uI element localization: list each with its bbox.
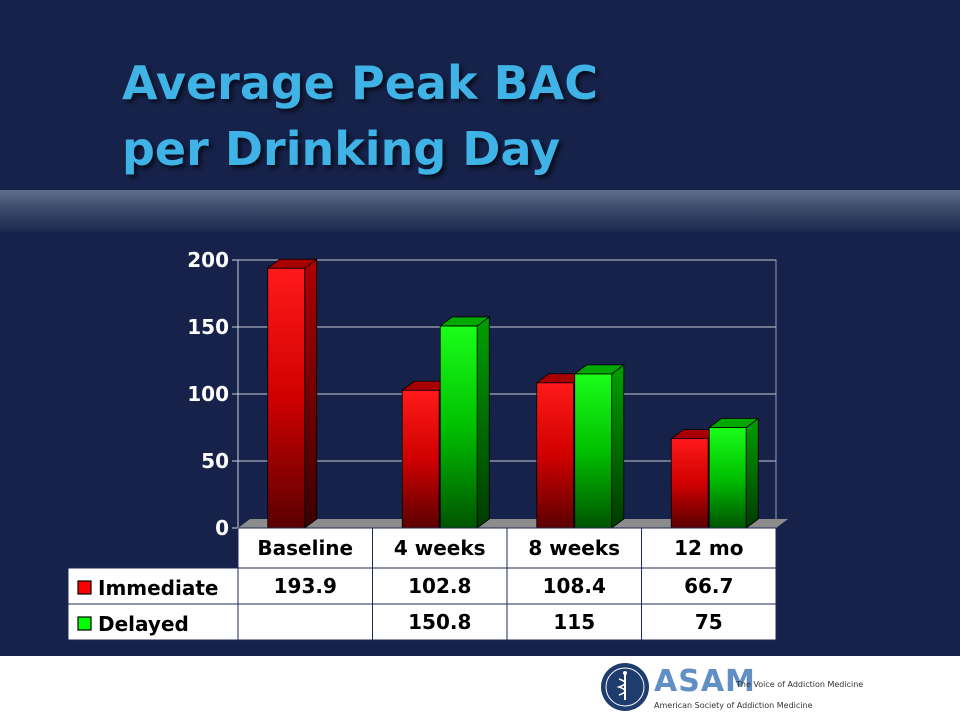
category-label: 12 mo [674, 536, 743, 560]
org-full-name: American Society of Addiction Medicine [654, 701, 813, 710]
y-tick-label: 100 [187, 382, 229, 406]
y-tick-label: 0 [215, 516, 229, 540]
bar-delayed-front [708, 427, 747, 529]
bars [266, 258, 760, 529]
bar-immediate-side [304, 258, 318, 529]
y-tick-label: 200 [187, 248, 229, 272]
bar-delayed [573, 364, 625, 529]
data-label: 150.8 [408, 610, 471, 634]
bar-delayed-top [573, 364, 625, 375]
bar-immediate-top [266, 258, 318, 269]
bar-delayed-top [708, 418, 760, 428]
org-tagline: The Voice of Addiction Medicine [736, 680, 864, 689]
data-label: 66.7 [684, 574, 733, 598]
legend-swatch-immediate [77, 580, 92, 595]
caduceus-seal-icon [601, 663, 649, 711]
y-axis: 0 50 100 150 200 [187, 248, 239, 540]
legend-label-delayed: Delayed [98, 612, 189, 636]
data-label: 75 [695, 610, 723, 634]
title-divider-band [0, 190, 960, 232]
bar-immediate [266, 258, 318, 529]
data-table: Baseline 4 weeks 8 weeks 12 mo Immediate 193.… [67, 527, 777, 641]
category-label: Baseline [257, 536, 353, 560]
slide-title-line-1: Average Peak BAC [122, 56, 598, 110]
org-abbreviation: ASAM [654, 664, 756, 699]
bar-delayed [439, 316, 491, 529]
y-tick-label: 50 [201, 449, 229, 473]
bar-immediate-front [401, 389, 440, 529]
bar-delayed-side [476, 316, 490, 529]
slide-title: Average Peak BAC per Drinking Day [122, 50, 598, 182]
legend-label-immediate: Immediate [98, 576, 218, 600]
y-tick-label: 150 [187, 315, 229, 339]
plot-floor [238, 519, 788, 528]
slide-title-line-2: per Drinking Day [122, 122, 561, 176]
bar-delayed-top [439, 316, 491, 327]
bar-delayed [708, 417, 760, 529]
bar-immediate-front [267, 267, 306, 529]
data-label: 102.8 [408, 574, 471, 598]
bar-chart: 0 50 100 150 200 Baseline 4 weeks 8 weeks 12 mo… [67, 248, 788, 641]
data-label: 115 [553, 610, 595, 634]
data-label: 108.4 [543, 574, 606, 598]
bar-delayed-side [745, 417, 759, 529]
bar-delayed-front [574, 373, 613, 529]
bar-immediate-front [536, 382, 575, 529]
footer [0, 656, 960, 720]
bar-delayed-side [611, 364, 625, 529]
category-label: 8 weeks [528, 536, 620, 560]
bar-immediate-front [670, 438, 709, 529]
legend-swatch-delayed [77, 616, 92, 631]
category-label: 4 weeks [394, 536, 486, 560]
bar-delayed-front [439, 325, 478, 529]
data-label: 193.9 [274, 574, 337, 598]
